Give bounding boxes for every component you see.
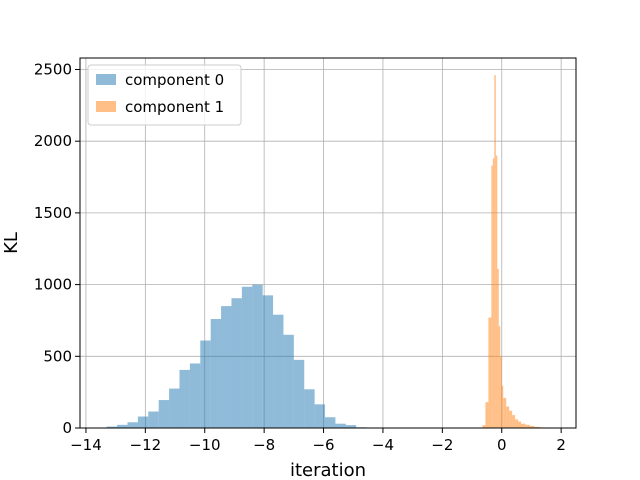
y-tick-label: 1000 — [34, 276, 72, 294]
histogram-bar-series-1 — [501, 385, 504, 428]
x-tick-label: −8 — [253, 436, 275, 454]
y-tick-label: 500 — [43, 347, 72, 365]
histogram-bar-series-1 — [509, 410, 513, 428]
histogram-bar-series-1 — [521, 423, 526, 428]
histogram-bar-series-0 — [179, 369, 190, 428]
histogram-bar-series-0 — [221, 306, 232, 428]
histogram-bar-series-0 — [137, 416, 149, 428]
histogram-bar-series-0 — [148, 411, 159, 428]
x-tick-label: 0 — [497, 436, 507, 454]
x-tick-label: −12 — [130, 436, 162, 454]
histogram-bar-series-0 — [304, 389, 315, 428]
x-tick-label: −14 — [70, 436, 102, 454]
histogram-bar-series-1 — [503, 397, 507, 428]
histogram-bar-series-1 — [525, 424, 530, 428]
histogram-bar-series-0 — [210, 319, 222, 428]
histogram-bar-series-0 — [273, 314, 284, 428]
y-tick-label: 2000 — [34, 132, 72, 150]
y-tick-label: 1500 — [34, 204, 72, 222]
histogram-bar-series-1 — [518, 421, 522, 428]
legend: component 0 component 1 — [87, 64, 242, 126]
histogram-bar-series-1 — [529, 425, 535, 428]
histogram-bar-series-1 — [488, 317, 492, 428]
histogram-bar-series-1 — [495, 155, 498, 428]
x-tick-label: −4 — [372, 436, 394, 454]
histogram-bar-series-1 — [482, 425, 486, 428]
histogram-bar-series-1 — [500, 356, 502, 428]
histogram-bar-series-0 — [231, 298, 242, 428]
x-tick-label: 2 — [556, 436, 566, 454]
y-axis-title: KL — [1, 232, 22, 254]
histogram-bar-series-0 — [262, 295, 274, 428]
histogram-bar-series-1 — [485, 402, 489, 428]
y-tick-label: 2500 — [34, 60, 72, 78]
histogram-bar-series-0 — [252, 284, 263, 428]
histogram-bar-series-1 — [497, 268, 499, 428]
histogram-bar-series-0 — [335, 423, 346, 428]
histogram-bar-series-0 — [241, 286, 253, 428]
histogram-bar-series-0 — [314, 404, 326, 428]
histogram-bar-series-1 — [492, 158, 495, 428]
histogram-bar-series-0 — [106, 426, 118, 428]
histogram-bar-series-0 — [169, 388, 180, 428]
histogram-bar-series-0 — [345, 425, 357, 428]
plot-frame — [79, 57, 577, 429]
x-tick-label: −6 — [312, 436, 334, 454]
histogram-bar-series-1 — [498, 326, 501, 428]
histogram-bar-series-0 — [325, 417, 336, 428]
x-tick-label: −10 — [189, 436, 221, 454]
histogram-bar-series-0 — [293, 359, 305, 428]
x-axis-title: iteration — [290, 460, 366, 480]
histogram-bar-series-1 — [506, 406, 510, 428]
x-tick-label: −2 — [431, 436, 453, 454]
legend-swatch-component-1 — [96, 101, 116, 112]
histogram-bar-series-1 — [534, 426, 541, 428]
ticks: −14 −12 −10 −8 −6 −4 −2 0 2 0 500 1000 1500 2000 2500 — [34, 60, 566, 454]
legend-label-component-1: component 1 — [125, 98, 224, 116]
bars — [106, 75, 547, 429]
histogram-bar-series-0 — [158, 400, 170, 428]
histogram-bar-series-0 — [283, 334, 294, 428]
histogram-bar-series-1 — [491, 165, 493, 428]
y-tick-label: 0 — [62, 419, 72, 437]
histogram-bar-series-1 — [512, 415, 516, 428]
legend-label-component-0: component 0 — [125, 71, 224, 89]
legend-box — [87, 64, 242, 126]
histogram-bar-series-0 — [189, 363, 201, 428]
histogram-bar-series-0 — [127, 422, 138, 428]
histogram-bar-series-1 — [494, 75, 496, 429]
histogram-bar-series-0 — [117, 424, 128, 428]
legend-swatch-component-0 — [96, 74, 116, 85]
histogram-bar-series-0 — [200, 340, 211, 428]
histogram-bar-series-1 — [515, 419, 519, 428]
